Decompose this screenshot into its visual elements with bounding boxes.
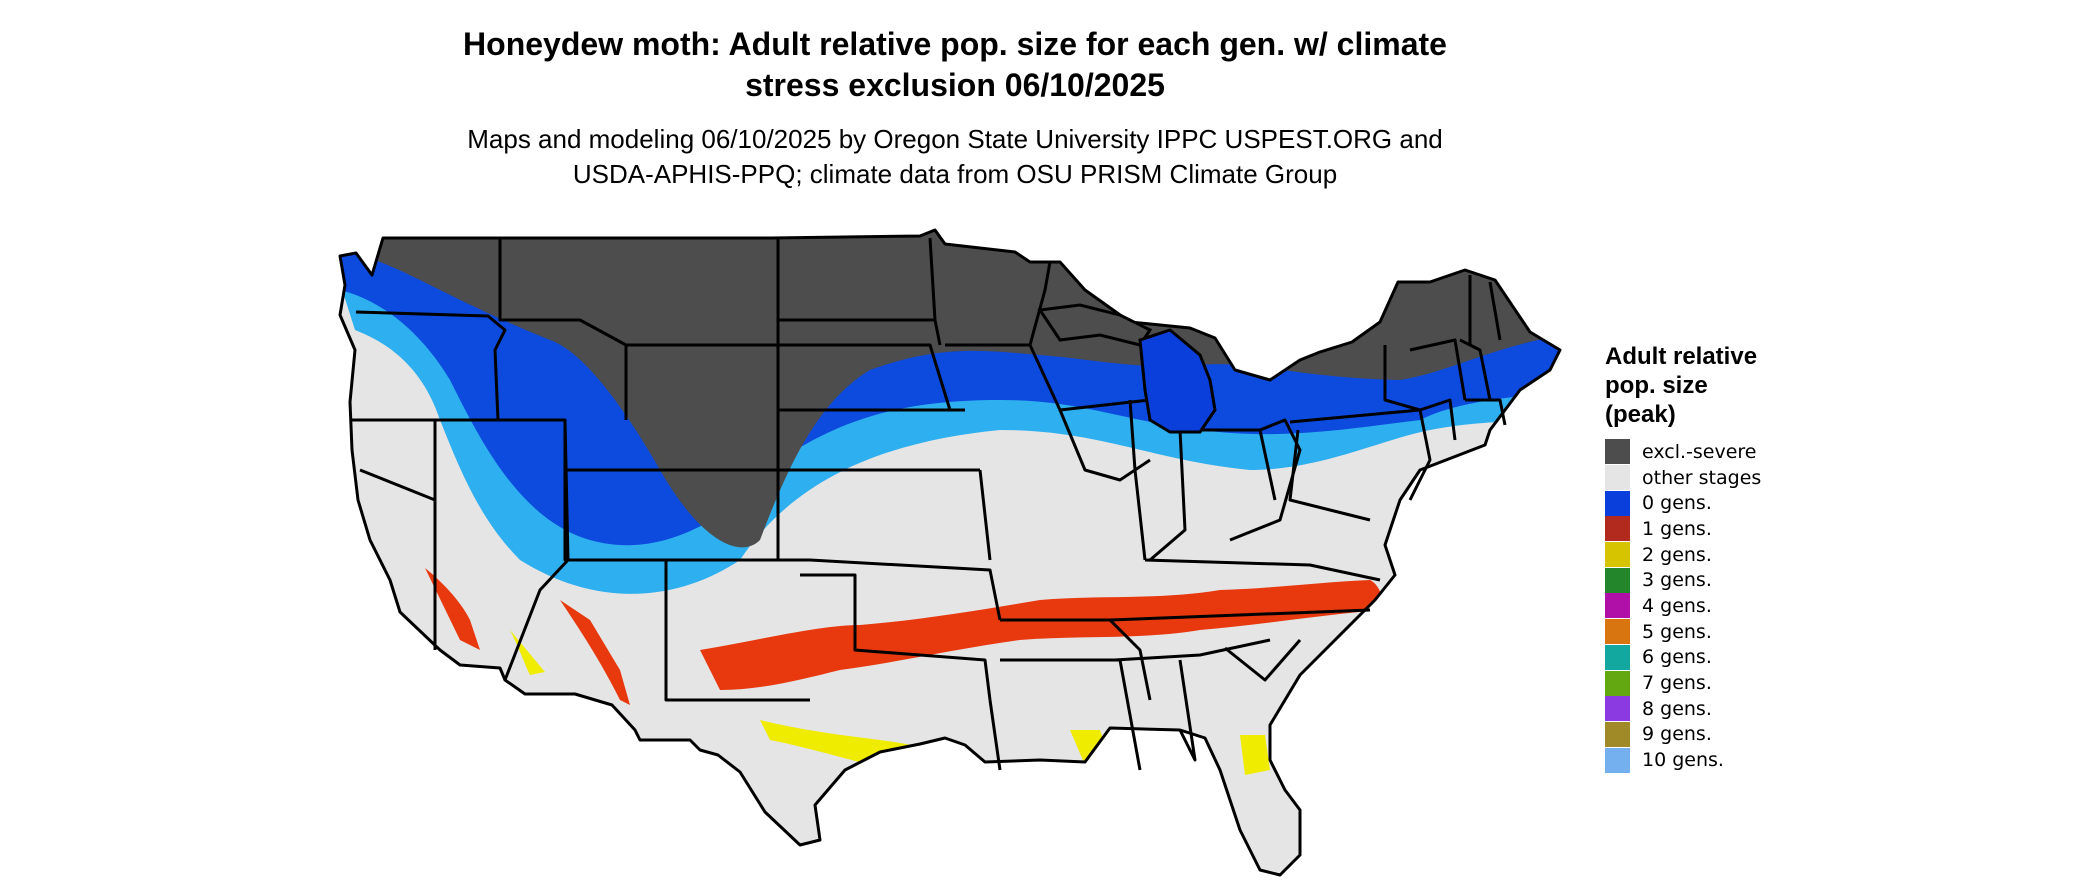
legend-item: 7 gens. (1605, 670, 1761, 696)
legend-label: other stages (1642, 466, 1762, 489)
legend-item: 5 gens. (1605, 619, 1761, 645)
legend-label: 5 gens. (1642, 620, 1712, 643)
legend-label: 0 gens. (1642, 492, 1712, 515)
map-subtitle: Maps and modeling 06/10/2025 by Oregon S… (0, 122, 1910, 192)
legend-swatch (1605, 721, 1630, 747)
legend-swatch (1605, 593, 1630, 619)
map-title-line-2: stress exclusion 06/10/2025 (745, 67, 1165, 103)
legend-swatch (1605, 439, 1630, 465)
legend-title: Adult relative pop. size (peak) (1605, 343, 1758, 428)
legend-label: 6 gens. (1642, 646, 1712, 669)
legend-swatch (1605, 644, 1630, 670)
legend-item: 6 gens. (1605, 644, 1761, 671)
map-legend: Adult relative pop. size (peak) excl.-se… (1605, 342, 1761, 773)
legend-swatch (1605, 747, 1630, 773)
legend-label: 7 gens. (1642, 672, 1712, 695)
us-map (338, 228, 1562, 877)
legend-label: 10 gens. (1642, 749, 1724, 772)
legend-label: 8 gens. (1642, 697, 1712, 720)
legend-item: 0 gens. (1605, 490, 1761, 516)
legend-label: 4 gens. (1642, 594, 1712, 617)
legend-item: 10 gens. (1605, 747, 1761, 773)
legend-swatch (1605, 619, 1630, 645)
legend-item: 9 gens. (1605, 721, 1761, 748)
map-title: Honeydew moth: Adult relative pop. size … (0, 24, 1910, 106)
legend-swatch (1605, 696, 1630, 722)
legend-label: 9 gens. (1642, 723, 1712, 746)
legend-swatch (1605, 670, 1630, 696)
legend-label: 2 gens. (1642, 543, 1712, 566)
map-title-line-1: Honeydew moth: Adult relative pop. size … (463, 26, 1447, 62)
legend-label: excl.-severe (1642, 440, 1757, 463)
legend-swatch (1605, 490, 1630, 516)
legend-item: 4 gens. (1605, 593, 1761, 619)
map-subtitle-line-1: Maps and modeling 06/10/2025 by Oregon S… (467, 124, 1443, 154)
legend-swatch (1605, 465, 1630, 491)
legend-item: 3 gens. (1605, 567, 1761, 593)
legend-items: excl.-severe other stages 0 gens. 1 gens. 2 … (1605, 439, 1761, 773)
legend-swatch (1605, 516, 1630, 542)
legend-item: 8 gens. (1605, 696, 1761, 722)
map-subtitle-line-2: USDA-APHIS-PPQ; climate data from OSU PR… (572, 159, 1338, 189)
legend-item: 2 gens. (1605, 542, 1761, 568)
legend-label: 1 gens. (1642, 517, 1712, 540)
legend-item: other stages (1605, 465, 1761, 491)
legend-item: 1 gens. (1605, 516, 1761, 542)
legend-swatch (1605, 567, 1630, 593)
legend-swatch (1605, 542, 1630, 568)
legend-item: excl.-severe (1605, 439, 1761, 465)
legend-label: 3 gens. (1642, 569, 1712, 592)
